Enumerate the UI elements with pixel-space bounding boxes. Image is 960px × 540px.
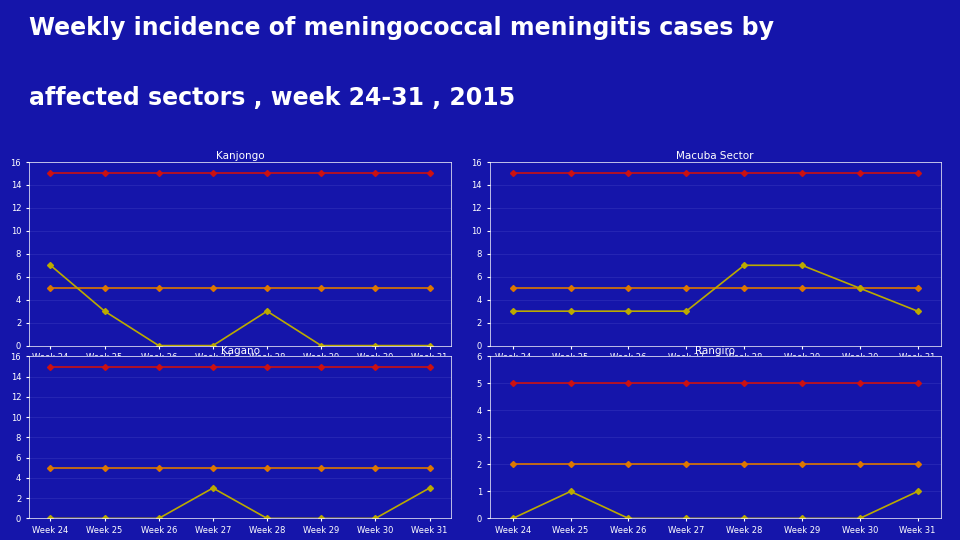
Legend: Epidemic threshold, Alert threshold, Weekly incidence: Epidemic threshold, Alert threshold, Wee… xyxy=(121,409,359,419)
Legend: Epidemic threshold, Alert threshold, Weekly incidence: Epidemic threshold, Alert threshold, Wee… xyxy=(596,409,834,419)
Text: affected sectors , week 24-31 , 2015: affected sectors , week 24-31 , 2015 xyxy=(29,86,515,110)
Title: Kagano: Kagano xyxy=(221,346,259,356)
Title: Macuba Sector: Macuba Sector xyxy=(677,151,754,161)
Text: Weekly incidence of meningococcal meningitis cases by: Weekly incidence of meningococcal mening… xyxy=(29,16,774,40)
Title: Kanjongo: Kanjongo xyxy=(216,151,264,161)
Title: Rangiro: Rangiro xyxy=(695,346,735,356)
